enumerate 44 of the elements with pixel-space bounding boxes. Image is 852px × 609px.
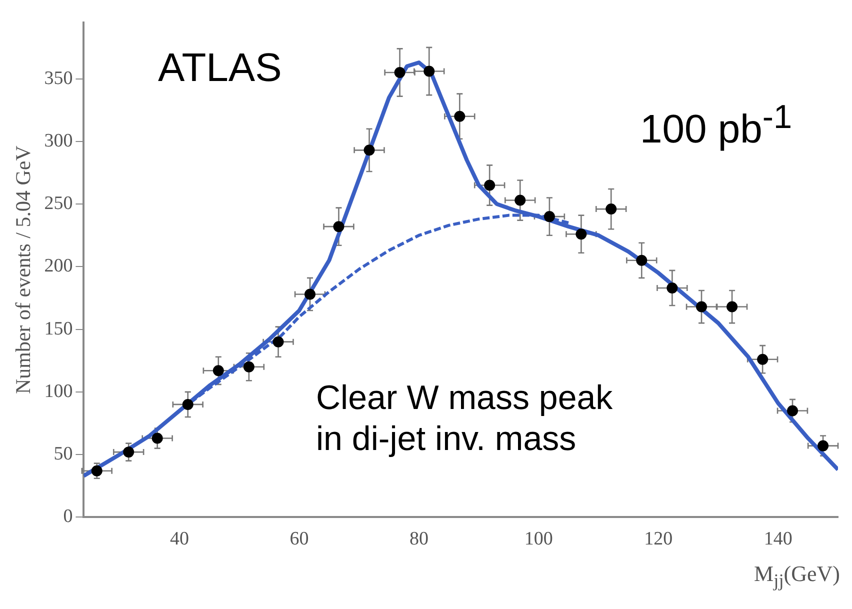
point (152, 432, 163, 444)
y-tick-label: 300 (44, 130, 73, 152)
x-tick-label: 80 (409, 528, 428, 550)
point (787, 405, 798, 416)
x-tick-label: 40 (170, 528, 189, 550)
point (304, 288, 316, 300)
point (726, 301, 738, 312)
x-tick-label: 100 (524, 528, 553, 550)
point (757, 354, 768, 365)
y-tick-label: 50 (54, 444, 73, 465)
point (636, 254, 648, 266)
point (424, 66, 435, 77)
point (364, 144, 375, 156)
x-axis-title: M$_{jj}$(GeV) (754, 561, 840, 592)
point (818, 440, 829, 452)
x-tick-label: 140 (764, 528, 792, 550)
x-tick-label: 60 (290, 528, 309, 550)
point (243, 361, 254, 372)
point (91, 465, 102, 476)
annotation: ATLAS (158, 45, 282, 92)
y-axis-title: Number of events / 5.04 GeV (11, 146, 36, 394)
y-tick-label: 250 (44, 193, 73, 214)
y-tick-label: 0 (63, 506, 73, 528)
point (696, 301, 708, 312)
y-tick-label: 200 (44, 256, 73, 277)
point (576, 228, 587, 240)
x-tick-label: 120 (644, 528, 673, 550)
point (606, 204, 617, 215)
y-tick-label: 150 (44, 318, 73, 340)
annotation: Clear W mass peak in di-jet inv. mass (316, 378, 613, 460)
point (544, 211, 555, 222)
point (514, 194, 526, 206)
y-tick-label: 350 (44, 68, 73, 89)
point (272, 336, 284, 348)
point (182, 398, 194, 410)
point (333, 221, 344, 232)
annotation: 100 pb$^{-1}$ (640, 98, 792, 154)
point (666, 282, 678, 294)
y-tick-label: 100 (44, 380, 73, 402)
point (484, 180, 496, 191)
point (123, 446, 134, 458)
point (394, 67, 406, 78)
point (454, 110, 466, 122)
point (212, 365, 224, 376)
